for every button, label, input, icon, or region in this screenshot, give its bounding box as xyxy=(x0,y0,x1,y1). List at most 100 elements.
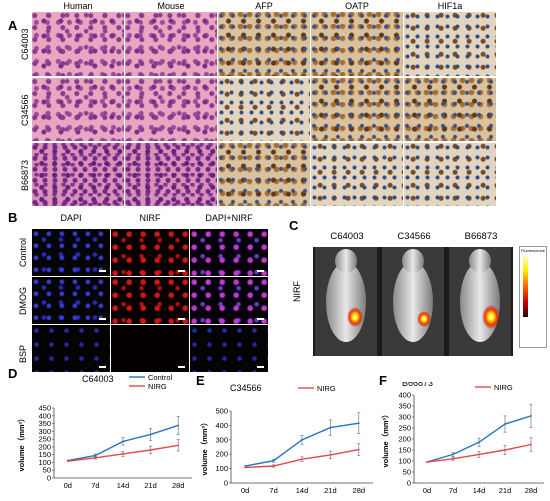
data-point xyxy=(177,424,180,427)
panel-d-label: D xyxy=(8,366,18,381)
legend-label: Control xyxy=(494,382,519,383)
y-tick-label: 200 xyxy=(215,450,228,459)
data-point xyxy=(478,441,480,444)
y-tick-label: 350 xyxy=(398,402,411,411)
data-point xyxy=(244,465,247,467)
data-point xyxy=(504,449,506,451)
panel-a-row-label: C34566 xyxy=(20,93,30,126)
fluorescence-image xyxy=(32,229,110,276)
data-point xyxy=(272,459,275,462)
y-tick-label: 300 xyxy=(38,427,51,436)
histology-image xyxy=(311,143,403,206)
panel-a-row-label: B66873 xyxy=(20,159,30,191)
panel-a-label: A xyxy=(8,18,18,33)
y-tick-label: 400 xyxy=(38,411,51,420)
y-tick-label: 0 xyxy=(407,479,411,488)
y-tick-label: 450 xyxy=(38,404,51,413)
data-point xyxy=(301,458,303,461)
panel-c-label: C xyxy=(289,218,299,233)
data-point xyxy=(452,453,454,456)
y-tick-label: 100 xyxy=(398,457,411,466)
y-tick-label: 300 xyxy=(398,413,411,422)
data-point xyxy=(149,449,152,451)
legend-label: NIRG xyxy=(494,383,513,392)
data-point xyxy=(122,452,124,455)
panel-f-label: F xyxy=(379,373,387,388)
histology-image xyxy=(404,12,496,76)
scale-bar xyxy=(99,318,106,320)
x-tick-label: 14d xyxy=(473,486,486,495)
data-point xyxy=(504,423,506,425)
histology-image xyxy=(32,78,124,141)
panel-a-column-label: Mouse xyxy=(157,1,185,11)
panel-c-column-label: C64003 xyxy=(330,231,364,242)
data-point xyxy=(530,415,532,417)
chart-title: B66873 xyxy=(402,382,433,388)
fluorescence-image xyxy=(111,277,189,324)
nirf-side-label: NIRF xyxy=(292,281,302,302)
y-tick-label: 200 xyxy=(38,442,51,451)
panel-a-column-label: OATP xyxy=(345,1,369,11)
panel-e-label: E xyxy=(196,373,205,388)
panel-b-row-label: Control xyxy=(18,237,28,267)
y-tick-label: 300 xyxy=(215,435,228,444)
data-point xyxy=(177,444,180,447)
data-point xyxy=(149,433,152,436)
fluorescence-image xyxy=(190,229,268,276)
y-tick-label: 350 xyxy=(38,419,51,428)
colorbar-box: Fluorescence xyxy=(519,246,547,348)
y-axis-label: volume（mm³） xyxy=(199,418,209,475)
fluorescence-image xyxy=(32,277,110,324)
data-point xyxy=(357,448,360,451)
data-point xyxy=(357,422,360,425)
panel-a-column-label: Human xyxy=(63,1,93,11)
x-tick-label: 0d xyxy=(241,486,249,495)
mouse-3 xyxy=(449,247,511,356)
y-axis-label: volume（mm³） xyxy=(380,410,390,467)
x-tick-label: 7d xyxy=(91,481,99,490)
data-point xyxy=(301,438,303,441)
panel-a-row-label: C64003 xyxy=(20,28,30,60)
y-tick-label: 250 xyxy=(398,424,411,433)
scale-bar xyxy=(257,318,264,320)
panel-b-label: B xyxy=(8,210,18,225)
y-tick-label: 500 xyxy=(215,407,228,416)
y-tick-label: 400 xyxy=(398,391,411,400)
histology-image xyxy=(218,143,310,206)
fluorescence-image xyxy=(190,277,268,324)
scale-bar xyxy=(178,270,185,272)
x-tick-label: 7d xyxy=(449,486,457,495)
x-tick-label: 28d xyxy=(172,481,185,490)
data-point xyxy=(329,454,332,456)
y-tick-label: 50 xyxy=(43,466,51,475)
legend-label: NIRG xyxy=(148,382,167,391)
histology-image xyxy=(311,78,403,141)
data-point xyxy=(94,454,97,457)
histology-image xyxy=(218,12,310,76)
x-tick-label: 21d xyxy=(499,486,512,495)
y-tick-label: 100 xyxy=(215,464,228,473)
colorbar-title: Fluorescence xyxy=(521,248,546,253)
x-tick-label: 0d xyxy=(423,486,431,495)
scale-bar xyxy=(99,366,106,368)
histology-image xyxy=(311,12,403,76)
x-tick-label: 21d xyxy=(144,481,157,490)
histology-image xyxy=(32,12,124,76)
data-point xyxy=(244,466,247,469)
panel-b-column-label: NIRF xyxy=(139,213,161,223)
panel-b-column-label: DAPI xyxy=(60,213,82,223)
scale-bar xyxy=(178,366,185,368)
histology-image xyxy=(32,143,124,206)
y-tick-label: 150 xyxy=(398,446,411,455)
histology-image xyxy=(125,78,217,141)
x-tick-label: 28d xyxy=(525,486,538,495)
y-tick-label: 150 xyxy=(38,450,51,459)
data-point xyxy=(426,461,428,463)
panel-b-row-label: DMOG xyxy=(18,286,28,315)
x-tick-label: 28d xyxy=(353,486,366,495)
scale-bar xyxy=(178,318,185,320)
x-tick-label: 21d xyxy=(324,486,337,495)
y-tick-label: 400 xyxy=(215,421,228,430)
legend-label: NIRG xyxy=(317,384,336,393)
